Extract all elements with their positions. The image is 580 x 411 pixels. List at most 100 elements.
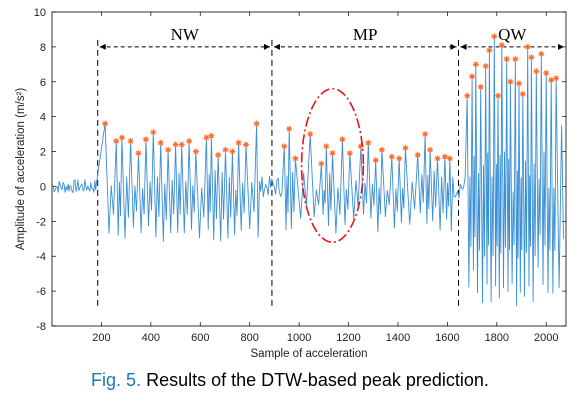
peak-marker bbox=[477, 84, 484, 91]
y-tick-label: 10 bbox=[34, 7, 46, 19]
peak-marker bbox=[472, 61, 479, 68]
peak-marker bbox=[346, 150, 353, 157]
tick-labels: 200 400 600 800 1000 1200 1400 1600 1800 2000 -8 -6… bbox=[34, 7, 559, 344]
peak-marker bbox=[434, 155, 441, 162]
peak-marker bbox=[192, 148, 199, 155]
peak-marker bbox=[427, 146, 434, 153]
peak-marker bbox=[222, 146, 229, 153]
peak-marker bbox=[378, 146, 385, 153]
acceleration-signal-line bbox=[51, 35, 564, 307]
y-tick-label: -2 bbox=[36, 216, 46, 228]
figure-number: Fig. 5. bbox=[91, 370, 142, 390]
axis-ticks bbox=[52, 11, 566, 327]
peak-marker bbox=[235, 139, 242, 146]
peak-marker bbox=[339, 136, 346, 143]
region-label-nw: NW bbox=[171, 25, 200, 44]
y-tick-label: 6 bbox=[40, 77, 46, 89]
peak-marker bbox=[157, 139, 164, 146]
peak-marker bbox=[286, 125, 293, 132]
peak-marker bbox=[113, 138, 120, 145]
peak-marker bbox=[323, 143, 330, 150]
x-axis-label: Sample of acceleration bbox=[251, 348, 368, 360]
peak-marker bbox=[253, 120, 260, 127]
peak-marker bbox=[482, 63, 489, 70]
peak-marker bbox=[512, 56, 519, 63]
peak-marker bbox=[292, 155, 299, 162]
region-labels: NW MP QW bbox=[171, 25, 528, 44]
caption-text: Results of the DTW-based peak prediction… bbox=[146, 370, 489, 390]
peak-marker bbox=[516, 80, 523, 87]
peak-marker bbox=[469, 73, 476, 80]
peak-marker bbox=[372, 157, 379, 164]
x-tick-label: 600 bbox=[191, 332, 209, 344]
peak-marker bbox=[414, 152, 421, 159]
peak-marker bbox=[118, 134, 125, 141]
peak-marker bbox=[150, 129, 157, 136]
region-label-qw: QW bbox=[498, 25, 527, 44]
peak-marker bbox=[215, 152, 222, 159]
y-tick-label: 4 bbox=[40, 112, 46, 124]
peak-marker bbox=[396, 155, 403, 162]
peak-marker bbox=[538, 50, 545, 57]
x-tick-label: 1400 bbox=[386, 332, 410, 344]
y-tick-label: -6 bbox=[36, 286, 46, 298]
peak-marker bbox=[528, 54, 535, 61]
y-tick-label: 8 bbox=[40, 42, 46, 54]
peak-marker bbox=[186, 138, 193, 145]
region-label-mp: MP bbox=[353, 25, 378, 44]
peak-marker bbox=[491, 33, 498, 40]
peak-marker bbox=[441, 153, 448, 160]
region-arrow-head-left bbox=[99, 43, 106, 50]
region-arrows bbox=[99, 43, 564, 50]
region-arrow-head-right bbox=[263, 43, 270, 50]
peak-marker bbox=[102, 120, 109, 127]
x-tick-label: 2000 bbox=[534, 332, 558, 344]
peak-marker bbox=[172, 141, 179, 148]
y-tick-label: 2 bbox=[40, 147, 46, 159]
x-tick-label: 1800 bbox=[485, 332, 509, 344]
peak-marker bbox=[208, 132, 215, 139]
x-tick-label: 400 bbox=[142, 332, 160, 344]
peak-marker bbox=[495, 92, 502, 99]
region-arrow-head-right bbox=[558, 43, 564, 50]
peak-marker bbox=[533, 68, 540, 75]
peak-marker bbox=[464, 92, 471, 99]
peak-marker bbox=[524, 43, 531, 50]
peak-marker bbox=[365, 139, 372, 146]
peak-marker bbox=[329, 150, 336, 157]
region-arrow-head-left bbox=[460, 43, 467, 50]
peak-marker bbox=[388, 153, 395, 160]
region-arrow-head-right bbox=[450, 43, 457, 50]
peak-marker bbox=[165, 146, 172, 153]
x-tick-label: 1600 bbox=[435, 332, 459, 344]
peak-marker bbox=[402, 145, 409, 152]
x-tick-label: 800 bbox=[241, 332, 259, 344]
x-tick-label: 1200 bbox=[336, 332, 360, 344]
y-tick-label: 0 bbox=[40, 181, 46, 193]
peak-marker bbox=[135, 150, 142, 157]
peak-marker bbox=[498, 42, 505, 49]
x-tick-label: 1000 bbox=[287, 332, 311, 344]
peak-marker bbox=[548, 77, 555, 84]
peak-marker bbox=[507, 78, 514, 85]
peak-marker bbox=[357, 143, 364, 150]
peak-marker bbox=[519, 90, 526, 97]
peak-marker bbox=[229, 148, 236, 155]
figure-caption: Fig. 5. Results of the DTW-based peak pr… bbox=[0, 370, 580, 391]
peak-marker bbox=[553, 75, 560, 82]
peak-marker bbox=[242, 141, 249, 148]
y-tick-label: -8 bbox=[36, 321, 46, 333]
y-tick-label: -4 bbox=[36, 251, 46, 263]
signal-layer bbox=[51, 35, 564, 307]
peak-marker bbox=[446, 155, 453, 162]
highlight-ellipse bbox=[300, 87, 365, 244]
highlight-layer bbox=[300, 87, 365, 244]
peak-marker bbox=[307, 131, 314, 138]
peak-marker bbox=[486, 47, 493, 54]
x-tick-label: 200 bbox=[92, 332, 110, 344]
peak-marker bbox=[422, 131, 429, 138]
peak-marker bbox=[543, 70, 550, 77]
y-axis-label: Amplitude of acceleration (m/s²) bbox=[15, 88, 27, 251]
peak-marker bbox=[127, 138, 134, 145]
